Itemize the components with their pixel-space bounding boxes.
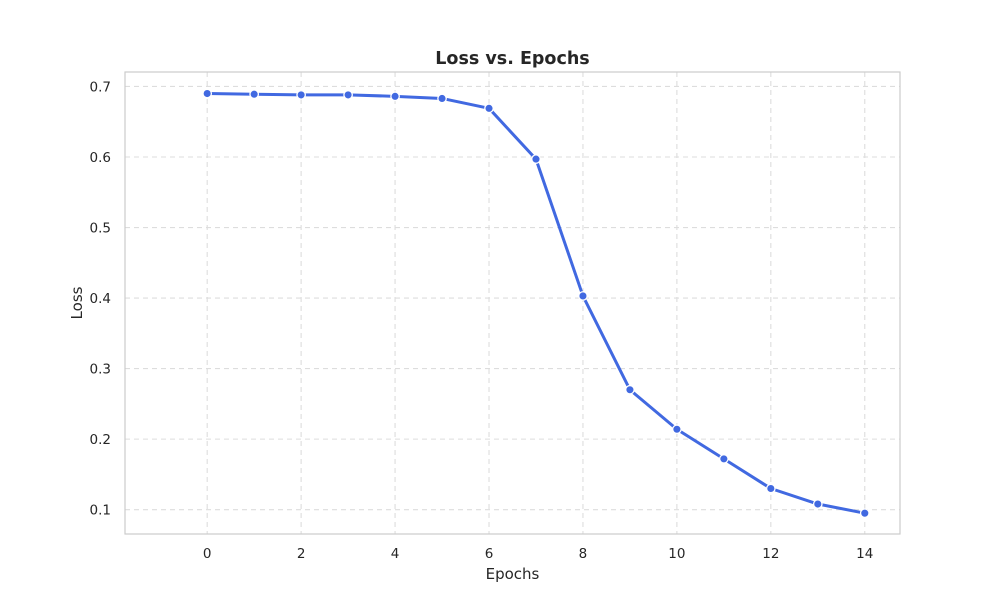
y-tick-label: 0.6 [90,150,111,166]
y-tick-label: 0.7 [90,79,111,95]
data-point-marker [249,89,260,100]
x-tick-labels: 0 2 4 6 8 10 12 14 [203,546,873,562]
data-point-marker [812,499,823,509]
y-axis-label: Loss [68,286,86,319]
x-tick-label: 10 [668,546,685,562]
data-point-marker [578,291,588,301]
data-point-marker [672,424,682,435]
x-tick-label: 12 [762,546,779,562]
grid [125,72,900,534]
data-point-marker [296,90,306,100]
data-point-marker [531,154,541,164]
series [202,88,870,519]
data-point-marker [859,508,870,519]
y-tick-label: 0.2 [90,432,111,448]
data-point-marker [202,88,213,99]
data-point-marker [437,93,447,104]
data-point-marker [719,454,729,464]
plot-frame [124,71,901,535]
data-point-marker [484,103,494,114]
x-tick-label: 8 [579,546,588,562]
y-tick-label: 0.1 [90,503,111,519]
x-axis-label: Epochs [486,565,540,583]
data-point-marker [390,91,400,102]
data-point-marker [625,384,635,395]
x-tick-label: 2 [297,546,306,562]
y-tick-labels: 0.1 0.2 0.3 0.4 0.5 0.6 0.7 [90,79,111,518]
x-tick-label: 14 [856,546,873,562]
y-tick-label: 0.4 [90,291,111,307]
y-tick-label: 0.5 [90,221,111,237]
chart-title: Loss vs. Epochs [435,49,589,69]
x-tick-label: 6 [485,546,494,562]
data-point-marker [765,483,776,494]
y-tick-label: 0.3 [90,362,111,378]
x-tick-label: 4 [391,546,400,562]
data-point-marker [343,90,353,100]
x-tick-label: 0 [203,546,212,562]
